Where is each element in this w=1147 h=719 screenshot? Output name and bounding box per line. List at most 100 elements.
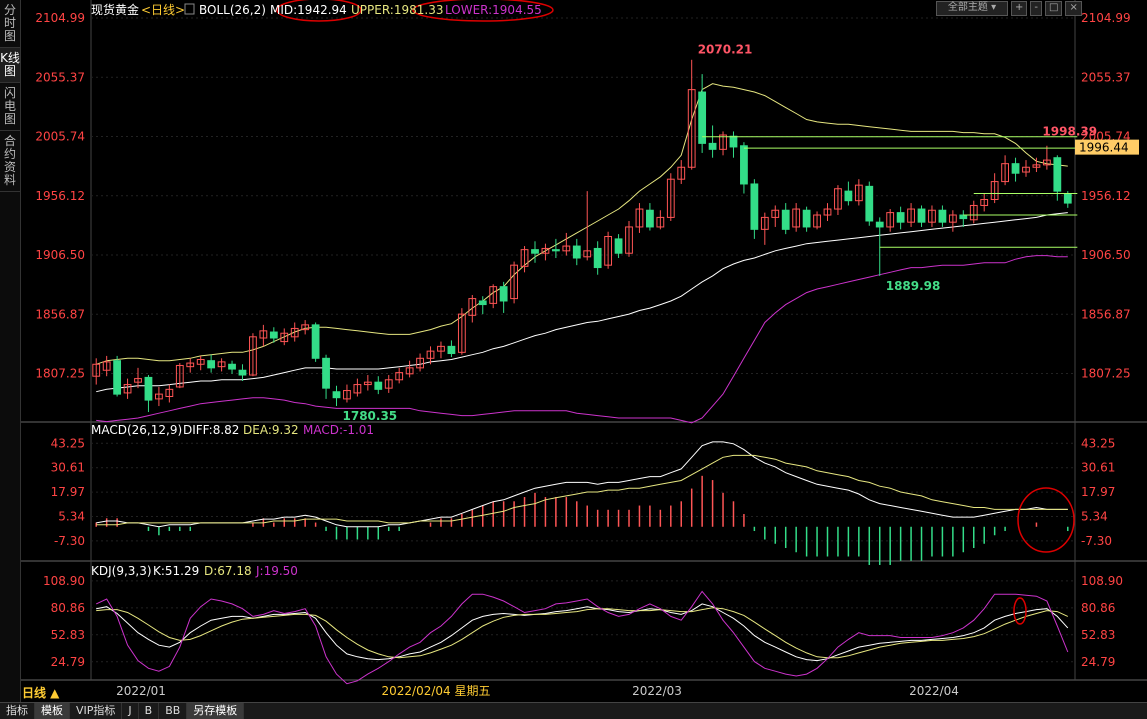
candle-body: [134, 378, 142, 383]
macd-tick-left: 17.97: [51, 485, 85, 499]
candle-body: [447, 345, 456, 355]
candle-body: [186, 362, 195, 368]
candle-body: [322, 357, 330, 389]
window-button-3[interactable]: ×: [1065, 1, 1082, 16]
instrument-name: 现货黄金: [91, 2, 139, 17]
sidebar-tab-2[interactable]: 闪电图: [0, 83, 20, 131]
boll-mid-line: [96, 212, 1068, 393]
boll-name: BOLL(26,2): [199, 3, 266, 17]
last-price-label: 1996.44: [1079, 141, 1129, 155]
macd-tick-left: 43.25: [51, 436, 85, 450]
candle-body: [301, 324, 310, 331]
candle-body: [666, 178, 675, 218]
macd-dea-value: DEA:9.32: [243, 423, 299, 437]
kdj-j-line: [95, 590, 1069, 685]
candle-body: [332, 391, 341, 399]
candle-body: [792, 208, 801, 228]
bottom-item-6[interactable]: 另存模板: [187, 703, 245, 719]
candle-body: [238, 369, 247, 376]
bottom-item-3[interactable]: J: [122, 703, 139, 719]
theme-select-button[interactable]: 全部主题 ▾: [936, 1, 1008, 16]
candle-body: [1022, 166, 1030, 173]
candle-body: [990, 181, 999, 200]
candle-body: [917, 208, 926, 223]
candle-body: [604, 236, 613, 266]
bottom-item-4[interactable]: B: [139, 703, 160, 719]
macd-tick-right: -7.30: [1081, 534, 1112, 548]
candle-body: [207, 360, 216, 369]
candle-body: [92, 363, 101, 377]
bottom-item-5[interactable]: BB: [159, 703, 188, 719]
candle-body: [175, 364, 184, 388]
kdj-tick-right: 108.90: [1081, 574, 1123, 588]
candle-body: [771, 209, 780, 218]
price-tick-right: 1856.87: [1081, 307, 1131, 321]
candle-body: [583, 250, 592, 258]
candle-body: [228, 363, 236, 370]
macd-tick-right: 43.25: [1081, 436, 1115, 450]
candle-body: [687, 89, 696, 168]
boll-upper-line: [96, 83, 1068, 365]
candle-body: [1001, 163, 1009, 183]
boll-upper-value: UPPER:1981.33: [351, 3, 443, 17]
price-tick-left: 1807.25: [35, 367, 85, 381]
highlight-ellipse: [276, 0, 362, 22]
candle-body: [468, 298, 477, 316]
bottom-item-1[interactable]: 模板: [35, 703, 70, 719]
bottom-item-2[interactable]: VIP指标: [70, 703, 123, 719]
kdj-tick-left: 80.86: [51, 601, 85, 615]
candle-body: [551, 249, 560, 252]
candle-body: [834, 188, 842, 210]
sidebar-tab-3[interactable]: 合约资料: [0, 131, 20, 192]
candle-body: [363, 381, 372, 386]
boll-settings-icon: [184, 3, 195, 15]
price-tick-right: 2104.99: [1081, 11, 1131, 25]
candle-body: [760, 216, 769, 230]
period-daily-label[interactable]: 日线 ▲: [22, 686, 60, 700]
candle-body: [290, 327, 299, 338]
kdj-name: KDJ(9,3,3): [91, 564, 152, 578]
window-button-1[interactable]: -: [1030, 1, 1042, 16]
price-tick-left: 1956.12: [35, 189, 85, 203]
candle-body: [750, 183, 759, 230]
candle-body: [928, 209, 936, 223]
sidebar-tab-1[interactable]: K线图: [0, 48, 20, 83]
kdj-k-value: K:51.29: [153, 564, 199, 578]
candle-body: [1011, 163, 1020, 174]
price-tick-left: 2055.37: [35, 70, 85, 84]
candle-body: [875, 221, 884, 228]
price-tick-left: 1906.50: [35, 248, 85, 262]
candle-body: [113, 360, 122, 395]
candle-body: [854, 184, 863, 202]
candle-body: [781, 209, 790, 230]
macd-tick-left: -7.30: [54, 534, 85, 548]
candle-body: [865, 185, 874, 222]
macd-value: MACD:-1.01: [303, 423, 374, 437]
candle-body: [384, 379, 393, 389]
period-tag: <日线>: [141, 3, 185, 17]
macd-tick-left: 30.61: [51, 461, 85, 475]
candle-body: [844, 190, 853, 202]
bottom-item-0[interactable]: 指标: [0, 703, 35, 719]
window-button-0[interactable]: +: [1011, 1, 1028, 16]
candle-body: [708, 142, 717, 150]
macd-tick-right: 5.34: [1081, 509, 1108, 523]
kdj-tick-right: 24.79: [1081, 655, 1115, 669]
price-tick-left: 2005.74: [35, 130, 85, 144]
candle-body: [656, 216, 665, 228]
view-sidebar: 分时图 K线图 闪电图 合约资料: [0, 0, 21, 702]
candle-body: [165, 388, 174, 398]
macd-tick-left: 5.34: [58, 509, 85, 523]
candle-body: [489, 286, 498, 304]
highlight-ellipse: [1013, 597, 1027, 625]
candle-body: [698, 91, 707, 144]
candle-body: [1053, 157, 1062, 192]
candle-body: [123, 384, 132, 394]
sidebar-tab-0[interactable]: 分时图: [0, 0, 20, 48]
price-tick-left: 1856.87: [35, 307, 85, 321]
candle-body: [969, 204, 978, 221]
candle-body: [719, 134, 727, 150]
kdj-d-value: D:67.18: [204, 564, 252, 578]
highlight-ellipse: [412, 0, 554, 22]
window-button-2[interactable]: □: [1045, 1, 1063, 16]
